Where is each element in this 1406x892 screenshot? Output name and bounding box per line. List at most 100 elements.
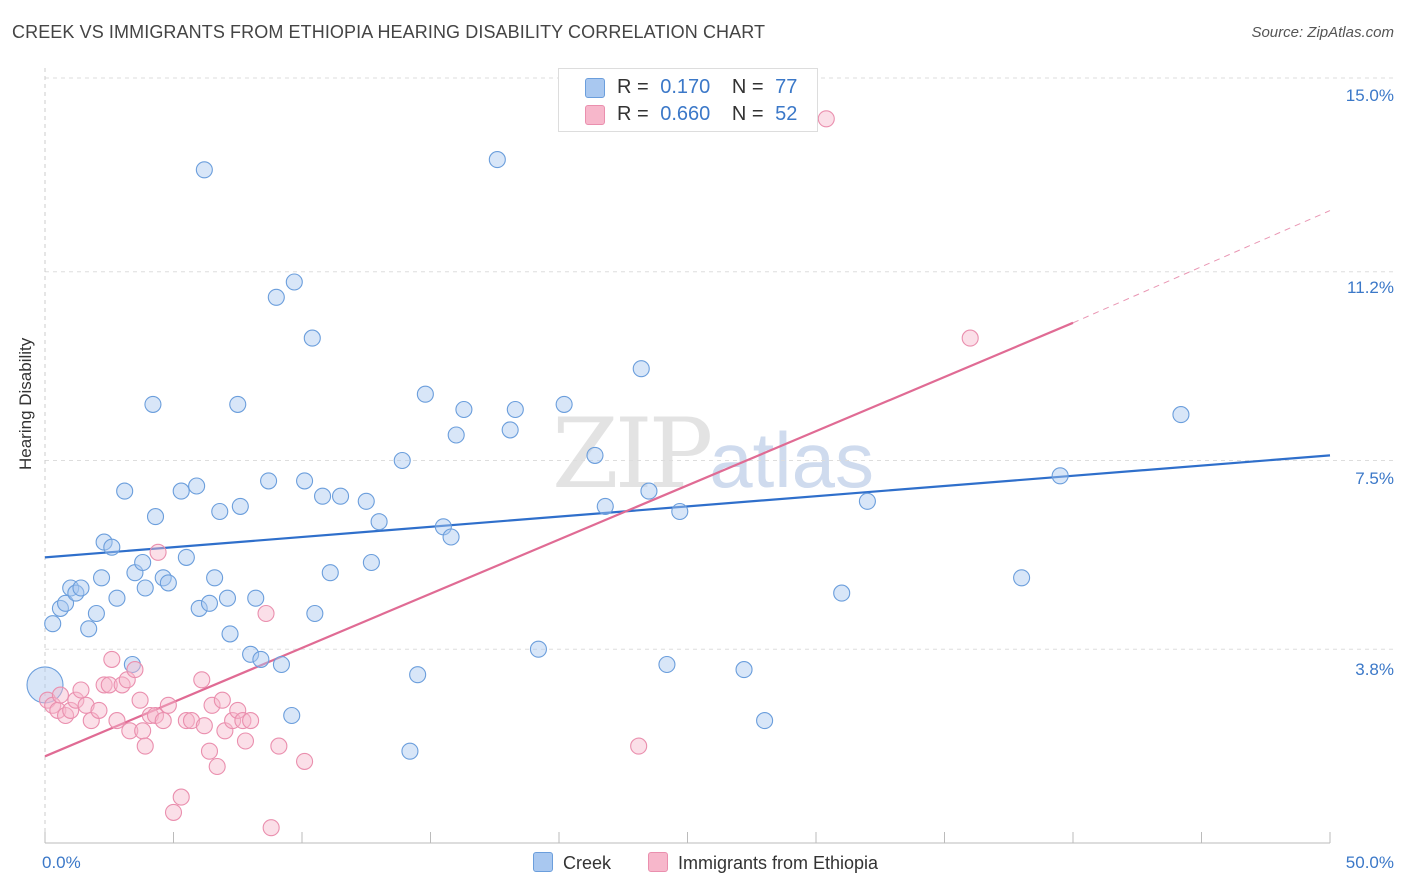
ethiopia-point — [77, 696, 95, 714]
creek-point — [401, 742, 419, 760]
ethiopia-point — [242, 712, 260, 730]
creek-point — [314, 487, 332, 505]
creek-point — [190, 599, 208, 617]
ethiopia-point — [108, 712, 126, 730]
ethiopia-point — [630, 737, 648, 755]
creek-point — [303, 329, 321, 347]
ethiopia-point — [57, 706, 75, 725]
legend-item-creek[interactable]: Creek — [533, 852, 611, 874]
x-tick-label: 50.0% — [1345, 853, 1394, 872]
ethiopia-point — [159, 696, 177, 714]
creek-point — [267, 288, 285, 306]
ethiopia-point — [203, 696, 221, 714]
creek-point — [640, 482, 658, 500]
creek-point — [229, 395, 247, 413]
creek-point — [506, 400, 524, 419]
ethiopia-point — [236, 732, 255, 750]
creek-point — [658, 655, 676, 674]
creek-point — [858, 492, 876, 510]
ethiopia-point — [51, 686, 69, 704]
ethiopia-point — [126, 661, 144, 679]
ethiopia-swatch — [585, 105, 605, 125]
ethiopia-n-value: 52 — [775, 103, 798, 125]
creek-point — [833, 584, 851, 602]
creek-point — [586, 446, 604, 464]
x-tick-label: 0.0% — [42, 853, 81, 872]
ethiopia-point — [257, 604, 275, 623]
creek-point — [87, 604, 105, 623]
creek-point — [80, 620, 98, 638]
creek-point — [735, 661, 753, 679]
source-label: Source: ZipAtlas.com — [1251, 24, 1394, 41]
creek-point — [321, 564, 339, 582]
legend-label-creek: Creek — [563, 853, 612, 873]
n-label: N = — [731, 76, 764, 98]
ethiopia-points — [39, 110, 979, 837]
creek-point — [1013, 569, 1031, 587]
creek-point — [67, 584, 85, 602]
r-label: R = — [617, 76, 649, 98]
creek-point — [671, 502, 689, 521]
watermark-zip: ZIP — [552, 398, 713, 510]
creek-point — [172, 482, 190, 500]
creek-point — [393, 451, 411, 470]
ethiopia-point — [103, 650, 121, 668]
creek-point — [285, 273, 303, 291]
ethiopia-point — [149, 543, 167, 561]
creek-point — [146, 508, 165, 526]
creek-point — [206, 569, 224, 587]
ethiopia-trend-line — [44, 321, 1074, 758]
creek-point — [756, 712, 774, 730]
ethiopia-point — [182, 712, 201, 730]
ethiopia-point — [134, 722, 152, 740]
ethiopia-point — [193, 671, 211, 689]
creek-point — [362, 553, 380, 572]
creek-point — [488, 151, 506, 169]
creek-swatch — [585, 78, 605, 98]
creek-point — [260, 472, 278, 490]
creek-point — [195, 161, 213, 179]
creek-point — [116, 482, 134, 500]
creek-point — [159, 574, 177, 592]
creek-point — [134, 553, 152, 572]
ethiopia-point — [270, 737, 288, 755]
ethiopia-point — [100, 676, 118, 694]
creek-point — [200, 594, 219, 612]
trend-lines — [44, 210, 1331, 758]
ethiopia-point — [90, 701, 108, 719]
ethiopia-point — [141, 706, 159, 725]
y-tick-label: 11.2% — [1347, 278, 1394, 297]
creek-point — [242, 645, 260, 663]
ethiopia-point — [961, 329, 979, 347]
ethiopia-point — [262, 819, 280, 837]
y-tick-label: 15.0% — [1345, 86, 1394, 105]
creek-point — [92, 569, 111, 587]
creek-point — [632, 360, 650, 378]
creek-point — [231, 497, 249, 515]
creek-point — [72, 579, 90, 597]
creek-point — [103, 538, 121, 556]
ethiopia-point — [131, 691, 149, 709]
ethiopia-point — [296, 752, 314, 770]
chart-title: CREEK VS IMMIGRANTS FROM ETHIOPIA HEARIN… — [12, 22, 766, 42]
creek-swatch — [533, 852, 553, 872]
ethiopia-point — [172, 788, 190, 806]
creek-point — [136, 579, 154, 597]
ethiopia-point — [164, 803, 183, 821]
ethiopia-swatch — [648, 852, 668, 872]
ethiopia-point — [229, 701, 247, 719]
creek-point — [447, 426, 465, 444]
creek-point — [306, 604, 324, 623]
ethiopia-r-value: 0.660 — [660, 103, 711, 125]
ethiopia-point — [113, 676, 131, 694]
ethiopia-point — [67, 691, 85, 709]
ethiopia-point — [154, 712, 172, 730]
stats-legend: R = 0.170 N = 77 R = 0.660 N = 52 — [558, 68, 818, 132]
creek-point — [296, 472, 314, 490]
ethiopia-point — [95, 676, 113, 694]
legend-item-ethiopia[interactable]: Immigrants from Ethiopia — [648, 852, 878, 874]
creek-point — [1172, 406, 1190, 424]
creek-point — [555, 395, 573, 413]
creek-point — [1051, 467, 1069, 485]
ethiopia-point — [136, 737, 154, 755]
